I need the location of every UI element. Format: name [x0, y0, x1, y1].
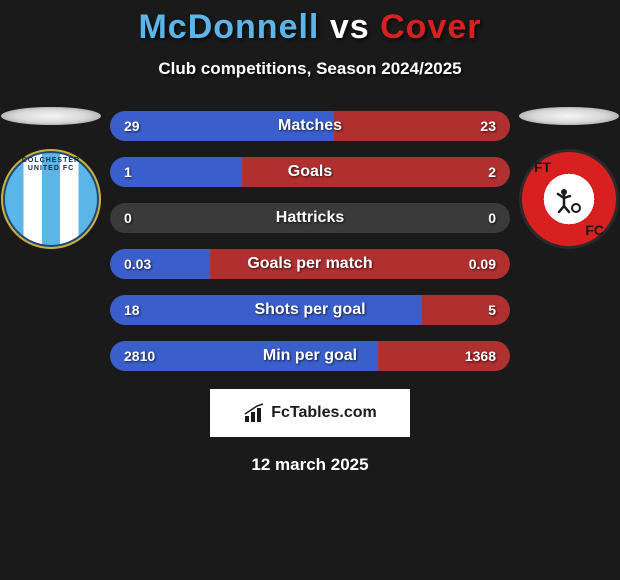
date-text: 12 march 2025 — [0, 455, 620, 475]
player-right-column: FT FC — [518, 107, 620, 249]
stat-value-right: 5 — [488, 302, 496, 318]
club-initials-bottom: FC — [585, 223, 604, 238]
stat-value-right: 1368 — [465, 348, 496, 364]
stat-value-left: 18 — [124, 302, 140, 318]
stats-column: 29 Matches 23 1 Goals 2 0 Hattricks 0 0.03 Goals p… — [110, 107, 510, 371]
stat-value-right: 2 — [488, 164, 496, 180]
stat-value-left: 1 — [124, 164, 132, 180]
club-initials-top: FT — [534, 160, 551, 175]
stat-label: Hattricks — [276, 209, 344, 227]
brand-chart-icon — [243, 402, 265, 424]
stat-label: Goals per match — [247, 255, 372, 273]
stat-fill-right — [422, 295, 510, 325]
stat-value-right: 23 — [480, 118, 496, 134]
main-row: COLCHESTER UNITED FC 29 Matches 23 1 Goals 2 0… — [0, 107, 620, 371]
player-left-column: COLCHESTER UNITED FC — [0, 107, 102, 249]
stat-row: 29 Matches 23 — [110, 111, 510, 141]
stat-fill-right — [242, 157, 510, 187]
brand-text: FcTables.com — [271, 404, 377, 422]
stat-row: 18 Shots per goal 5 — [110, 295, 510, 325]
page-title: McDonnell vs Cover — [0, 8, 620, 47]
club-badge-left: COLCHESTER UNITED FC — [1, 149, 101, 249]
stat-value-right: 0 — [488, 210, 496, 226]
stat-value-left: 2810 — [124, 348, 155, 364]
comparison-card: McDonnell vs Cover Club competitions, Se… — [0, 0, 620, 475]
player-left-photo — [1, 107, 101, 125]
stat-label: Matches — [278, 117, 342, 135]
club-name-left: COLCHESTER UNITED FC — [5, 157, 97, 172]
stat-label: Goals — [288, 163, 332, 181]
player-right-photo — [519, 107, 619, 125]
club-badge-right: FT FC — [519, 149, 619, 249]
stat-row: 2810 Min per goal 1368 — [110, 341, 510, 371]
player1-name: McDonnell — [138, 8, 319, 46]
stat-row: 0 Hattricks 0 — [110, 203, 510, 233]
stat-value-right: 0.09 — [469, 256, 496, 272]
stat-value-left: 0.03 — [124, 256, 151, 272]
player2-name: Cover — [380, 8, 481, 46]
stat-value-left: 0 — [124, 210, 132, 226]
stat-label: Min per goal — [263, 347, 357, 365]
vs-text: vs — [330, 8, 370, 46]
stat-value-left: 29 — [124, 118, 140, 134]
stat-row: 0.03 Goals per match 0.09 — [110, 249, 510, 279]
brand-badge[interactable]: FcTables.com — [210, 389, 410, 437]
club-logo-icon — [554, 184, 584, 214]
stat-row: 1 Goals 2 — [110, 157, 510, 187]
stat-label: Shots per goal — [254, 301, 365, 319]
subtitle: Club competitions, Season 2024/2025 — [0, 59, 620, 79]
